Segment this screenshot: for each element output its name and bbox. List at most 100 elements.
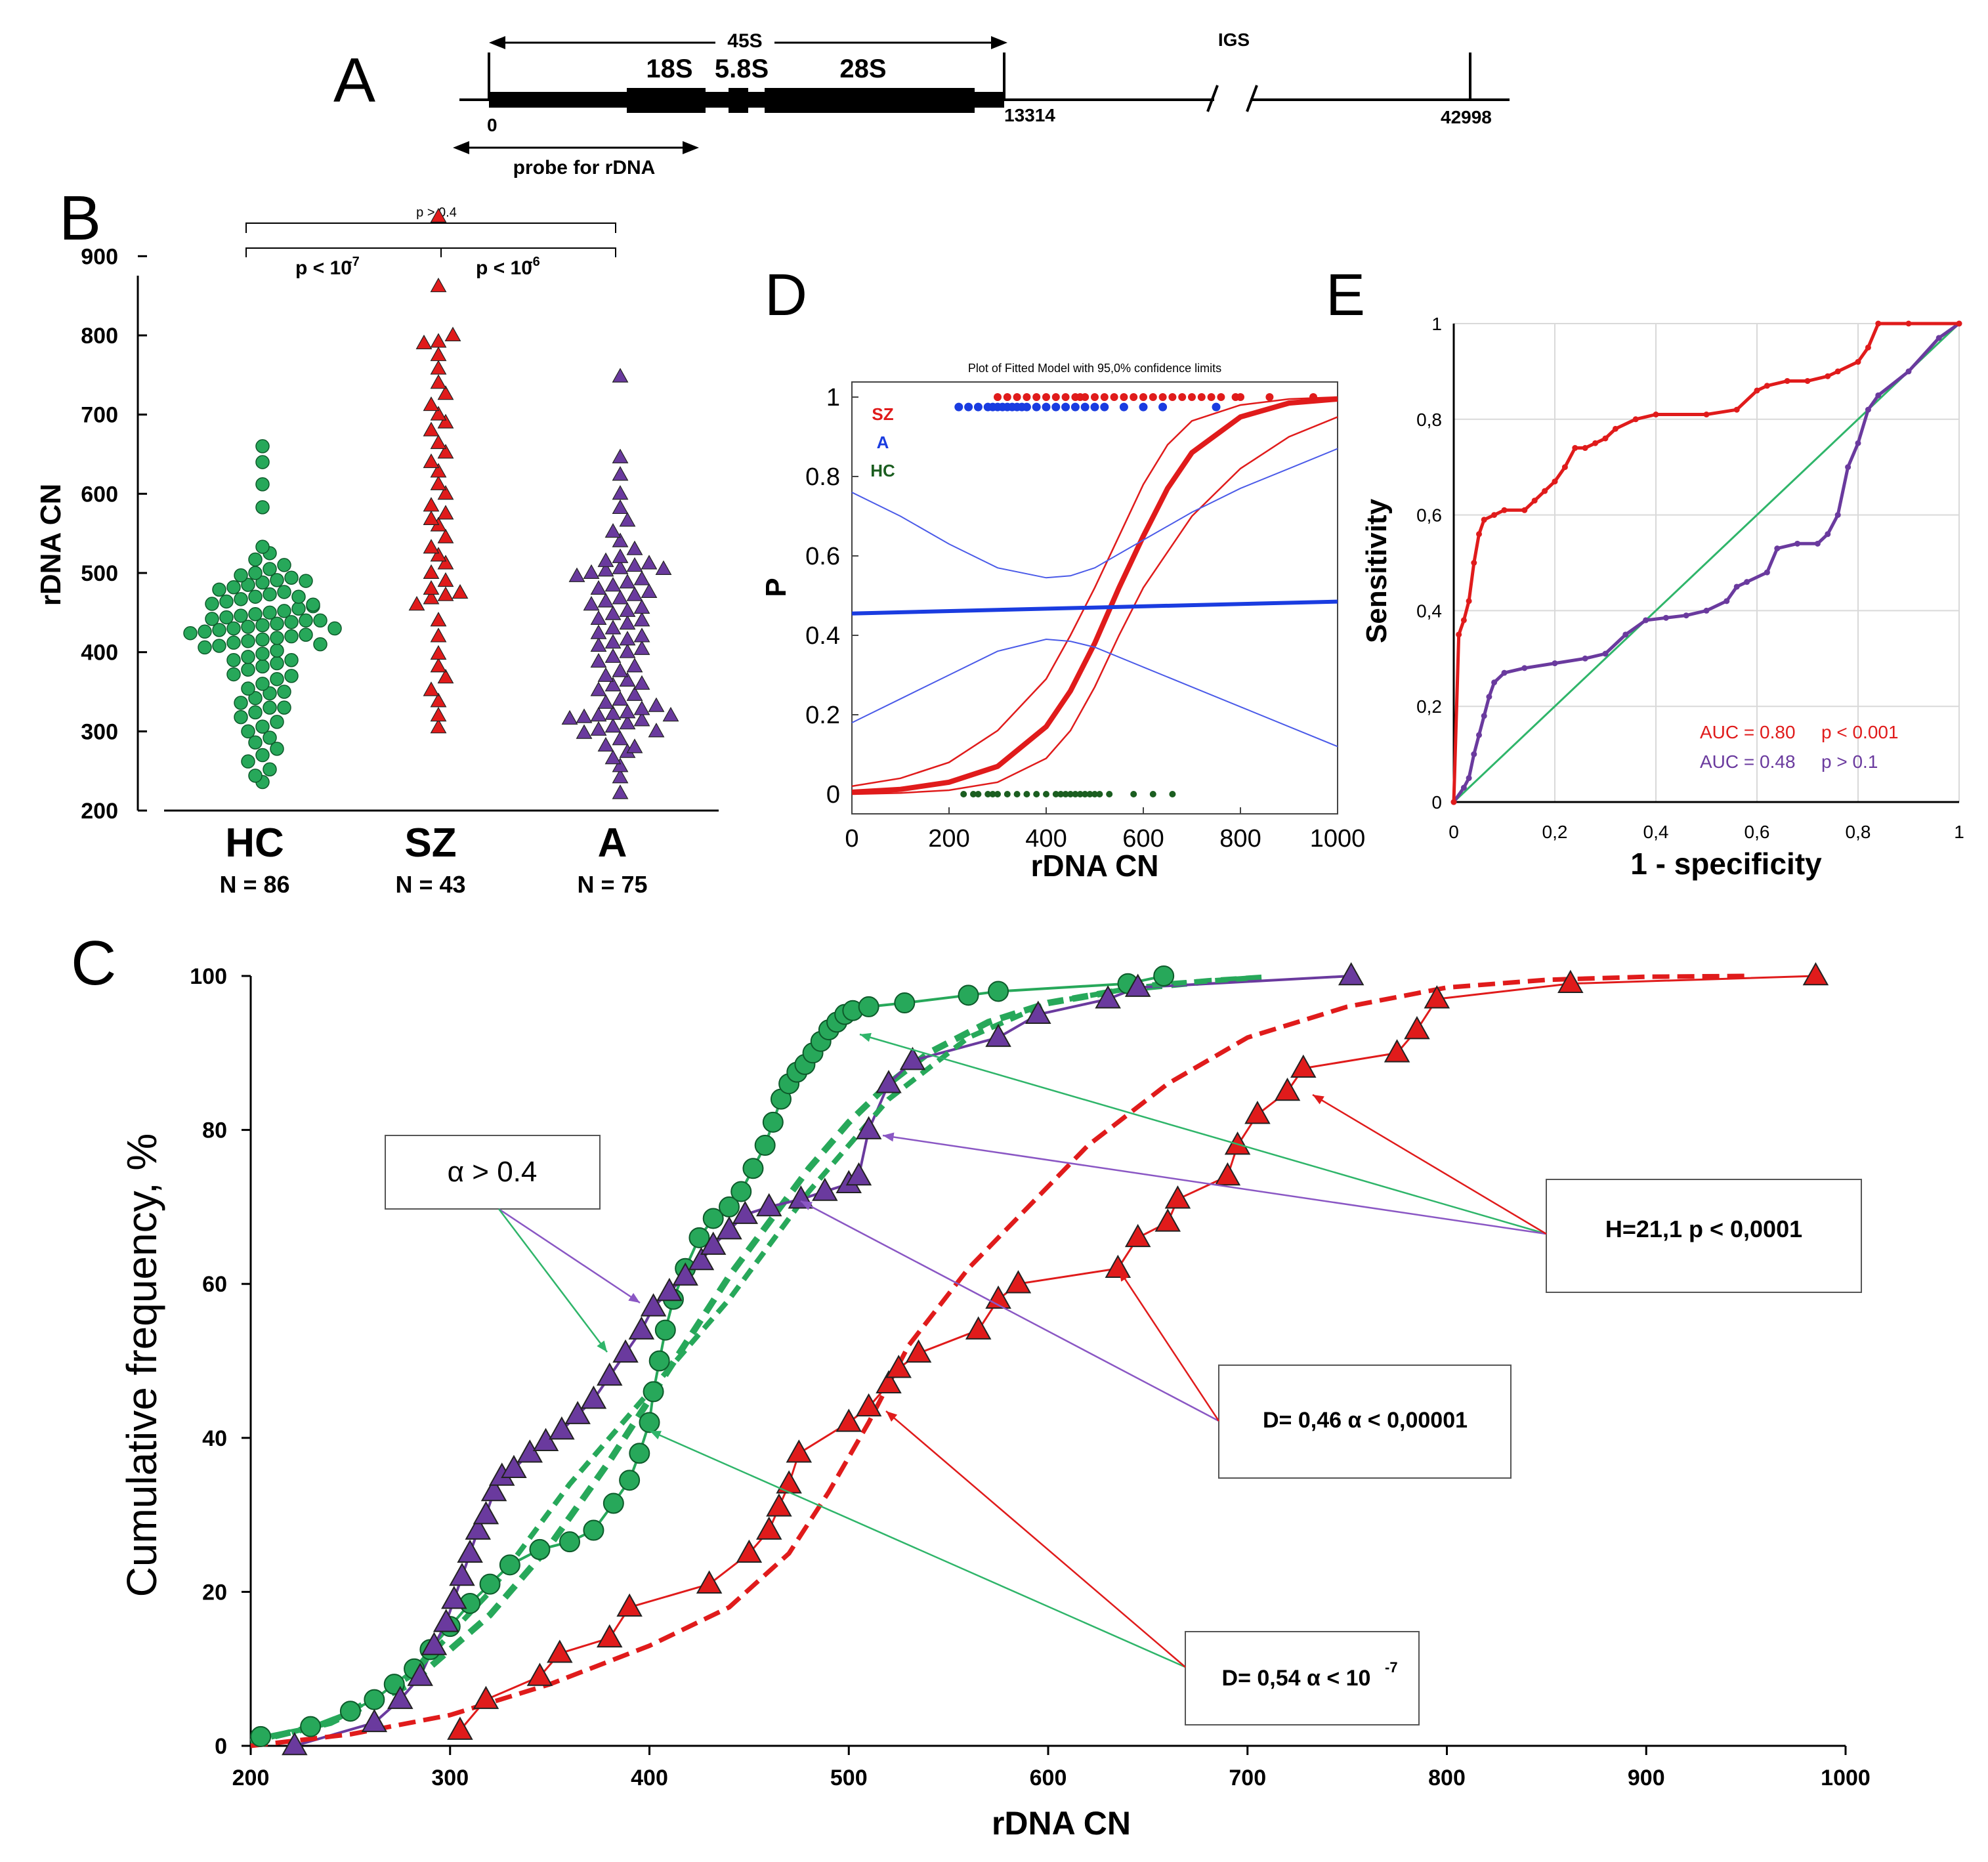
b-point-a [612,662,629,677]
c-arrow-h-a-head [883,1132,895,1142]
b-point-a [612,448,629,463]
b-group-label: A [598,820,627,866]
b-point-a [561,709,578,725]
c-arrow-h-hc-head [860,1032,872,1042]
c-line-hc-normal-fit [249,974,1268,1745]
d-y-tick-label: 1 [826,384,840,412]
b-point-a [576,724,593,739]
b-point-a [648,697,665,712]
c-point-sz [1557,969,1584,994]
b-point-a [619,671,636,687]
c-y-tick-label: 0 [215,1734,227,1759]
b-point-hc [284,629,299,644]
c-point-hc [479,1573,501,1595]
e-roc-sz-point [1466,598,1472,604]
e-roc-sz-point [1456,631,1462,638]
b-point-a [604,677,622,692]
b-point-hc [270,715,284,729]
e-roc-a-point [1460,784,1467,791]
b-point-hc [255,677,270,691]
e-roc-a-point [1834,512,1841,518]
b-point-sz [430,475,447,490]
e-roc-sz-point [1572,445,1578,452]
e-roc-a-point [1643,617,1649,624]
c-point-hc [250,1725,272,1747]
c-point-sz [473,1685,499,1709]
c-point-a [716,1216,742,1240]
b-point-sz [430,612,447,627]
e-roc-sz-point [1653,412,1659,418]
b-point-hc [248,769,263,783]
c-point-a [845,1162,872,1186]
c-point-sz [736,1539,763,1563]
c-point-sz [755,1516,782,1540]
b-point-hc [270,573,284,587]
d-point-sz [1139,393,1147,401]
d-point-sz [1217,393,1225,401]
b-point-a [619,631,636,646]
b-point-a [612,769,629,784]
b-point-sz [437,413,454,429]
e-roc-sz-point [1501,507,1508,513]
d-point-a [1158,402,1168,412]
b-point-hc [263,686,277,701]
c-point-hc [499,1554,520,1576]
e-roc-sz-point [1476,531,1482,538]
b-point-a [626,738,643,753]
c-point-a [732,1200,759,1224]
d-point-sz [1309,393,1317,401]
b-point-a [597,736,614,752]
d-x-tick-label: 600 [1122,825,1164,853]
b-point-hc [313,637,328,652]
b-point-sz [437,669,454,684]
c-point-a [1338,962,1364,986]
e-roc-a-point [1491,679,1498,686]
c-point-a [628,1316,655,1340]
e-roc-sz-point [1471,560,1477,566]
b-point-hc [284,669,299,683]
c-point-sz [885,1355,912,1378]
e-roc-a [1452,322,1960,803]
b-point-sz [423,421,440,436]
b-point-hc [277,700,291,715]
b-point-hc [255,455,270,469]
e-roc-sz-point [1481,517,1487,523]
e-roc-a-point [1855,440,1861,446]
b-point-a [626,557,643,572]
e-roc-a-point [1905,368,1912,375]
c-arrow-alpha-a [498,1208,641,1304]
c-arrow-h-sz-head [1313,1095,1324,1105]
b-point-sz [430,360,447,375]
d-x-tick-label: 400 [1025,825,1067,853]
c-point-a [755,1193,782,1217]
d-point-hc [1086,791,1093,797]
d-point-sz [1158,393,1167,401]
c-point-hc [629,1443,650,1464]
block-18s [627,88,706,113]
panel-letter-b: B [59,183,101,253]
c-line-sz-normal-fit [250,973,1746,1748]
c-point-a [361,1708,388,1733]
c-point-a [549,1416,575,1440]
b-point-hc [212,582,226,597]
e-roc-a-point [1683,612,1689,619]
b-point-a [612,368,629,383]
b-point-hc [299,613,313,628]
c-d054-exponent: -7 [1385,1659,1398,1676]
e-roc-a-point [1486,694,1492,700]
c-point-hc [762,1111,784,1133]
e-roc-a-point [1733,583,1740,590]
b-point-a [619,704,636,719]
c-line-a-normal-fit [250,975,1248,1745]
c-point-sz [1404,1016,1430,1040]
c-arrow-h-sz [1312,1093,1547,1235]
e-roc-a-point [1622,631,1629,638]
e-p-sz: p < 0.001 [1821,722,1899,742]
b-point-a [633,711,650,727]
b-point-hc [270,671,284,687]
b-point-hc [248,690,263,706]
b-point-a [633,700,650,715]
c-point-sz [776,1470,802,1494]
b-point-sz [437,385,454,400]
c-point-sz [1105,1254,1131,1279]
